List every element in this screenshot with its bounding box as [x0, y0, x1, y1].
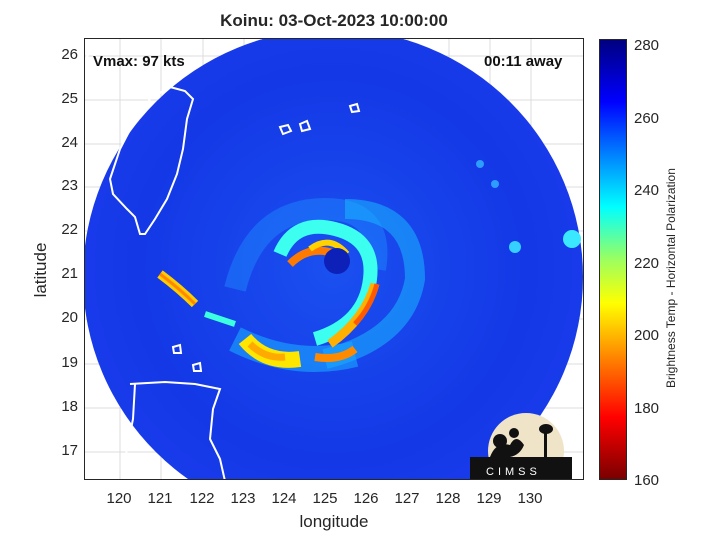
x-tick: 128 [435, 490, 461, 507]
x-axis-label: longitude [299, 512, 369, 531]
y-tick: 22 [61, 221, 78, 238]
x-tick: 120 [106, 490, 132, 507]
coastlines [85, 49, 361, 479]
y-tick: 19 [61, 354, 78, 371]
x-tick: 125 [312, 490, 338, 507]
y-tick: 24 [61, 134, 78, 151]
svg-text:CIMSS: CIMSS [486, 466, 541, 478]
y-tick: 20 [61, 309, 78, 326]
y-tick: 23 [61, 177, 78, 194]
x-tick: 126 [353, 490, 379, 507]
y-tick: 25 [61, 90, 78, 107]
colorbar-tick: 160 [634, 472, 660, 489]
colorbar-tick: 240 [634, 182, 660, 199]
x-tick: 124 [271, 490, 297, 507]
vmax-label: Vmax: 97 kts [93, 53, 185, 70]
y-tick: 18 [61, 398, 78, 415]
x-tick: 123 [230, 490, 256, 507]
colorbar-tick: 180 [634, 400, 660, 417]
map-title: Koinu: 03-Oct-2023 10:00:00 [220, 11, 448, 30]
colorbar-tick: 280 [634, 37, 660, 54]
colorbar-tick: 200 [634, 327, 660, 344]
x-tick: 130 [517, 490, 543, 507]
y-tick: 21 [61, 265, 78, 282]
x-tick: 129 [476, 490, 502, 507]
x-tick: 121 [147, 490, 173, 507]
colorbar [599, 39, 627, 480]
y-tick: 26 [61, 46, 78, 63]
colorbar-tick: 260 [634, 110, 660, 127]
colorbar-tick: 220 [634, 255, 660, 272]
x-tick: 127 [394, 490, 420, 507]
y-tick: 17 [61, 442, 78, 459]
satellite-image [85, 39, 583, 479]
map-plot-area: CIMSS [84, 38, 584, 480]
y-axis-label: latitude [31, 242, 50, 298]
colorbar-label: Brightness Temp - Horizontal Polarizatio… [664, 168, 678, 388]
x-tick: 122 [189, 490, 215, 507]
cimss-logo: CIMSS [470, 413, 572, 479]
time-offset-label: 00:11 away [484, 53, 563, 70]
storm-bands [157, 160, 581, 372]
